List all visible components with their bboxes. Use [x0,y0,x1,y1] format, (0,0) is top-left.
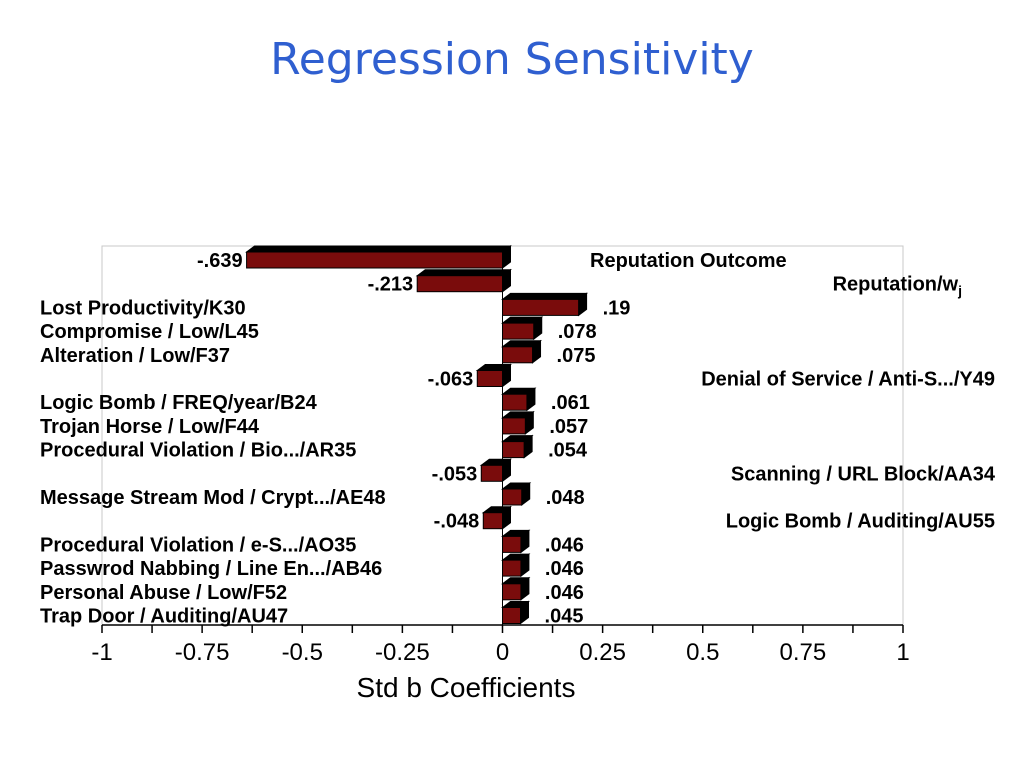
bar-category-label: Lost Productivity/K30 [40,297,246,319]
bar [502,346,534,364]
bar-category-label: Logic Bomb / FREQ/year/B24 [40,392,318,414]
x-tick-label: 0.25 [579,639,626,666]
bar-group [501,529,531,554]
bar-top-face [415,269,512,277]
bar-category-label: Trap Door / Auditing/AU47 [40,606,288,628]
bar-category-label: Message Stream Mod / Crypt.../AE48 [40,487,386,509]
bar-top-face [245,245,512,253]
bar-group [415,268,512,293]
bar-group [481,505,512,530]
bar [476,370,503,387]
bar-value-label: .078 [558,321,597,343]
bar-value-label: .046 [545,582,584,604]
x-tick-label: -0.5 [282,639,323,666]
bar-group [501,316,544,341]
bar [502,393,528,411]
bar-value-label: .075 [557,345,596,367]
bar [502,298,580,316]
bar-value-label: .046 [545,534,584,556]
x-tick-label: -0.75 [175,639,230,666]
bar [502,441,525,459]
bar [502,583,522,601]
x-tick-label: 0 [496,639,509,666]
bar-group [501,553,531,578]
bar-group [501,292,589,317]
bar-category-label: Compromise / Low/L45 [40,321,259,343]
bar [502,607,522,624]
bar-value-label: .057 [549,416,588,438]
bar-group [479,458,512,483]
bar-group [501,482,532,506]
bar [246,251,503,269]
bar-group [501,387,537,412]
bar-value-label: .048 [546,487,585,509]
bar-value-label: .054 [548,440,588,462]
bar-category-label: Reputation/wj [833,274,962,299]
bar [502,322,535,340]
x-tick-label: -1 [91,639,112,666]
bar-value-label: -.053 [432,463,478,485]
slide-title: Regression Sensitivity [270,34,754,85]
bar-value-label: .045 [545,606,584,628]
bar-category-label: Logic Bomb / Auditing/AU55 [726,511,995,533]
bar [502,417,526,435]
bar-value-label: -.063 [428,369,474,391]
bar [502,559,522,577]
bar-group [501,339,543,364]
bar-value-label: .046 [545,558,584,580]
bar-group [501,410,535,435]
x-tick-label: -0.25 [375,639,430,666]
bar-value-label: -.048 [434,511,480,533]
bar-category-label: Reputation Outcome [590,250,787,272]
bar [502,488,523,506]
bar-category-label: Personal Abuse / Low/F52 [40,582,287,604]
bar-value-label: -.213 [368,274,414,296]
bar-category-label: Denial of Service / Anti-S.../Y49 [701,369,995,391]
bar-category-label: Scanning / URL Block/AA34 [731,463,996,485]
x-axis-title: Std b Coefficients [357,672,576,703]
bar-group [501,434,534,459]
bar-group [501,600,531,625]
bar-category-label: Alteration / Low/F37 [40,345,230,367]
bar-category-label: Trojan Horse / Low/F44 [40,416,260,438]
bar-group [475,363,512,388]
bar [482,512,503,530]
bar-group [501,576,531,601]
bar [480,464,503,482]
bar [502,535,522,553]
bar-category-label: Procedural Violation / Bio.../AR35 [40,440,356,462]
bar [416,275,504,293]
bar-group [245,245,512,269]
bar-category-label: Passwrod Nabbing / Line En.../AB46 [40,558,382,580]
x-tick-label: 0.75 [780,639,827,666]
bar-value-label: .19 [603,297,631,319]
x-tick-label: 1 [896,639,909,666]
bar-category-label: Procedural Violation / e-S.../AO35 [40,534,356,556]
x-tick-label: 0.5 [686,639,719,666]
bar-value-label: -.639 [197,250,243,272]
bar-top-face [501,292,589,300]
bar-value-label: .061 [551,392,590,414]
